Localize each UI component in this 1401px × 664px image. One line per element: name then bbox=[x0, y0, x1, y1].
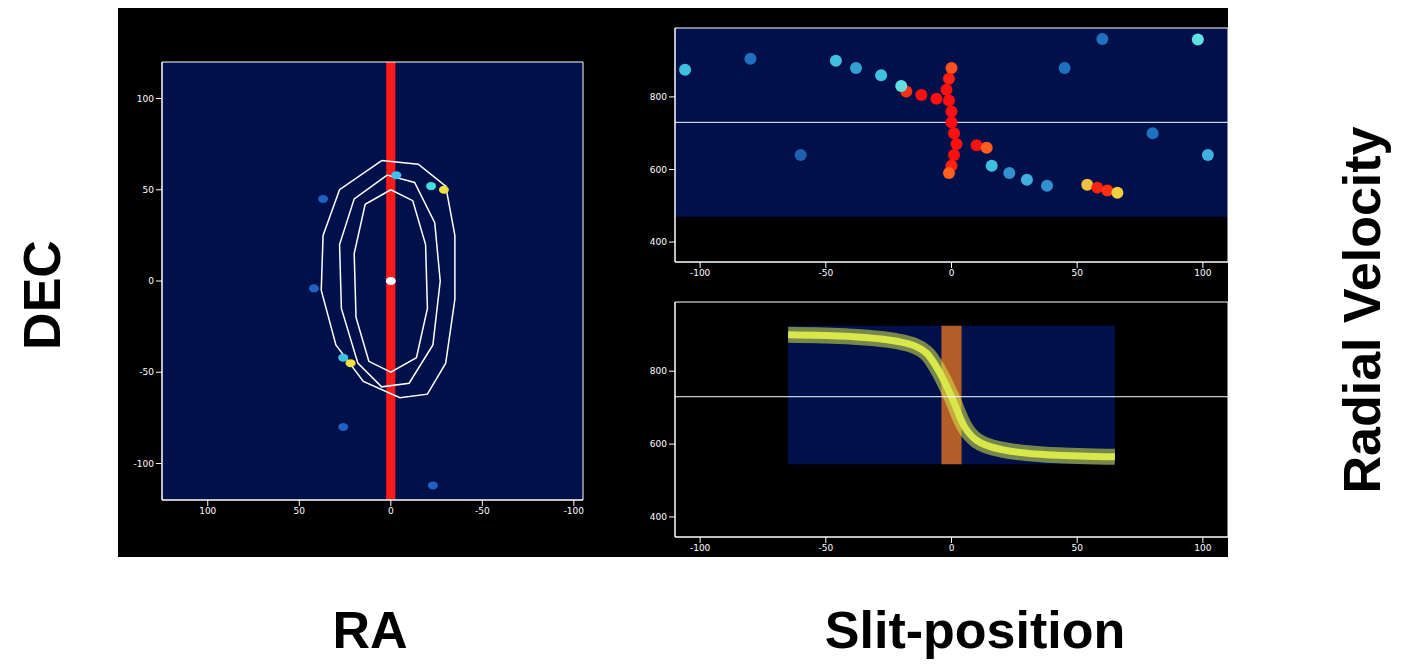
svg-text:50: 50 bbox=[143, 185, 155, 195]
svg-text:100: 100 bbox=[137, 94, 154, 104]
svg-text:100: 100 bbox=[199, 506, 216, 516]
svg-text:50: 50 bbox=[1071, 543, 1083, 553]
html-text:DEC: DEC bbox=[13, 240, 71, 350]
svg-text:-50: -50 bbox=[818, 543, 833, 553]
svg-text:-50: -50 bbox=[475, 506, 490, 516]
svg-text:0: 0 bbox=[148, 276, 154, 286]
html-text:RA: RA bbox=[332, 601, 408, 659]
svg-text:-50: -50 bbox=[818, 268, 833, 278]
svg-text:800: 800 bbox=[650, 92, 667, 102]
svg-text:100: 100 bbox=[1194, 268, 1211, 278]
html-text:Radial Velocity: Radial Velocity bbox=[1333, 126, 1391, 494]
svg-text:800: 800 bbox=[650, 366, 667, 376]
svg-text:100: 100 bbox=[1194, 543, 1211, 553]
svg-text:-100: -100 bbox=[690, 268, 711, 278]
svg-text:50: 50 bbox=[1071, 268, 1083, 278]
svg-text:0: 0 bbox=[949, 268, 955, 278]
svg-text:600: 600 bbox=[650, 439, 667, 449]
svg-text:0: 0 bbox=[388, 506, 394, 516]
svg-text:400: 400 bbox=[650, 512, 667, 522]
svg-text:600: 600 bbox=[650, 165, 667, 175]
svg-text:-100: -100 bbox=[134, 459, 155, 469]
svg-text:0: 0 bbox=[949, 543, 955, 553]
html-text:Slit-position: Slit-position bbox=[824, 601, 1126, 659]
svg-text:-100: -100 bbox=[564, 506, 585, 516]
svg-text:-50: -50 bbox=[139, 367, 154, 377]
svg-text:400: 400 bbox=[650, 237, 667, 247]
svg-text:-100: -100 bbox=[690, 543, 711, 553]
svg-text:50: 50 bbox=[294, 506, 306, 516]
